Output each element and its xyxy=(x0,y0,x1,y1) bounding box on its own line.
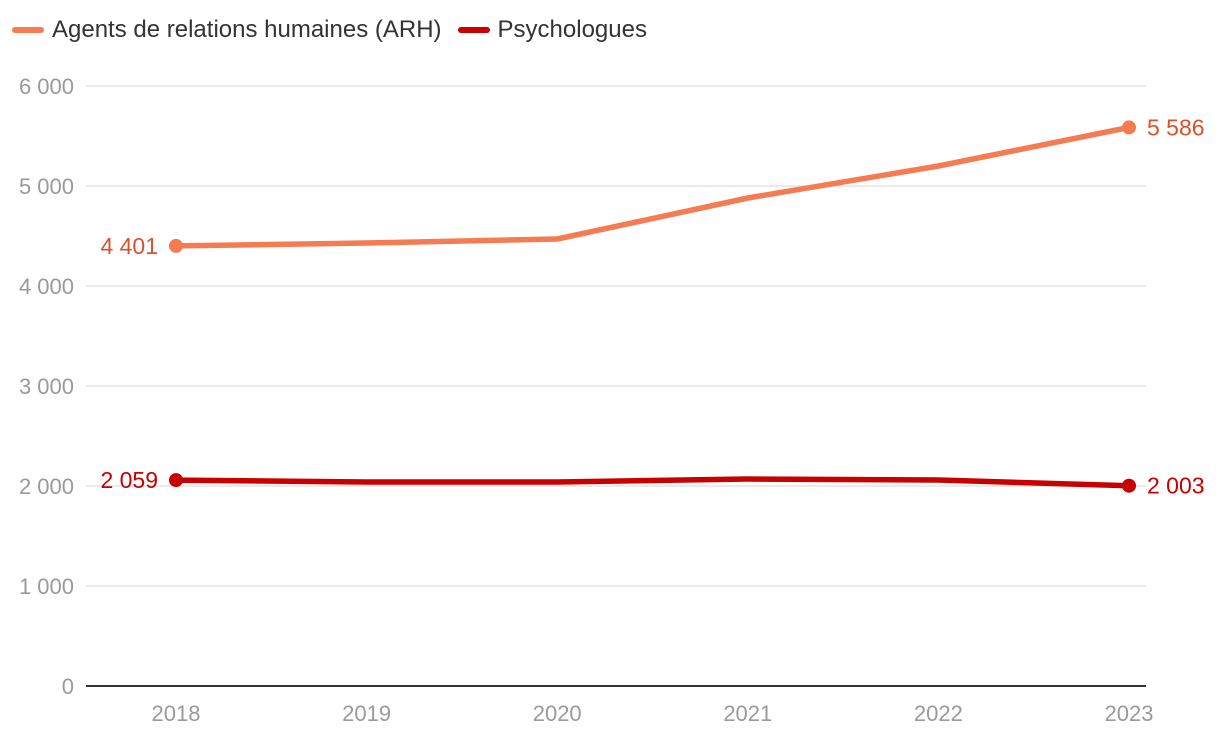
data-label-first-0: 4 401 xyxy=(100,233,158,259)
x-tick-label: 2021 xyxy=(723,701,772,726)
series-line-1 xyxy=(173,476,1132,489)
legend-item-arh: Agents de relations humaines (ARH) xyxy=(12,16,442,44)
legend-item-psychologues: Psychologues xyxy=(457,16,647,44)
x-tick-label: 2018 xyxy=(152,701,201,726)
series-point-first-0 xyxy=(169,238,183,253)
y-tick-label: 1 000 xyxy=(19,574,74,599)
x-tick-label: 2023 xyxy=(1105,701,1154,726)
legend-swatch-arh xyxy=(12,27,44,33)
x-tick-label: 2020 xyxy=(533,701,582,726)
y-tick-label: 3 000 xyxy=(19,374,74,399)
y-tick-label: 0 xyxy=(62,674,74,699)
data-label-first-1: 2 059 xyxy=(100,467,158,493)
chart-legend: Agents de relations humaines (ARH) Psych… xyxy=(12,16,647,44)
series-point-last-1 xyxy=(1122,478,1136,493)
legend-label-arh: Agents de relations humaines (ARH) xyxy=(52,16,442,43)
legend-label-psychologues: Psychologues xyxy=(497,16,647,43)
series-line-0 xyxy=(173,124,1132,249)
x-tick-label: 2022 xyxy=(914,701,963,726)
series-point-first-1 xyxy=(169,473,183,488)
data-label-last-1: 2 003 xyxy=(1147,473,1205,499)
y-tick-label: 2 000 xyxy=(19,474,74,499)
y-tick-label: 6 000 xyxy=(19,74,74,99)
series-point-last-0 xyxy=(1122,120,1136,135)
y-tick-label: 4 000 xyxy=(19,274,74,299)
y-tick-label: 5 000 xyxy=(19,174,74,199)
x-tick-label: 2019 xyxy=(342,701,391,726)
legend-swatch-psychologues xyxy=(457,27,490,33)
data-label-last-0: 5 586 xyxy=(1147,114,1205,140)
